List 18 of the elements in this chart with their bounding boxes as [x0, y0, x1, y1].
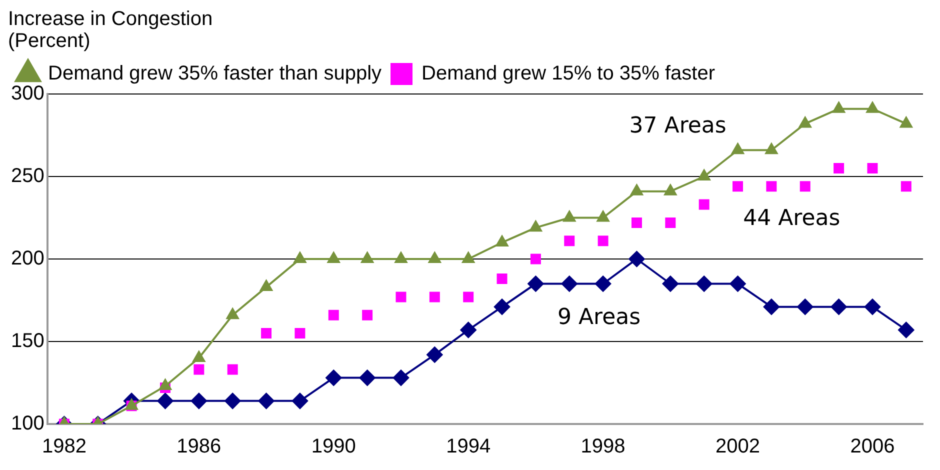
annotation: 9 Areas [557, 305, 641, 330]
x-tick-label: 2006 [850, 436, 895, 458]
x-tick-label: 1990 [311, 436, 356, 458]
annotation: 37 Areas [629, 114, 726, 139]
legend-label: Demand grew 35% faster than supply [48, 62, 382, 85]
y-axis-title: Increase in Congestion (Percent) [8, 8, 214, 54]
x-tick-label: 1986 [176, 436, 222, 458]
annotation: 44 Areas [743, 206, 840, 232]
x-tick-label: 1998 [580, 436, 626, 458]
y-tick-label: 200 [10, 248, 44, 270]
x-tick-label: 1982 [42, 436, 86, 458]
y-tick-label: 100 [10, 412, 44, 435]
x-tick-label: 1994 [446, 436, 491, 458]
legend-label: Demand grew 15% to 35% faster [422, 62, 716, 85]
y-tick-label: 300 [10, 82, 44, 105]
y-tick-label: 250 [10, 165, 44, 188]
y-tick-label: 150 [10, 330, 44, 352]
x-tick-label: 2002 [716, 436, 760, 458]
